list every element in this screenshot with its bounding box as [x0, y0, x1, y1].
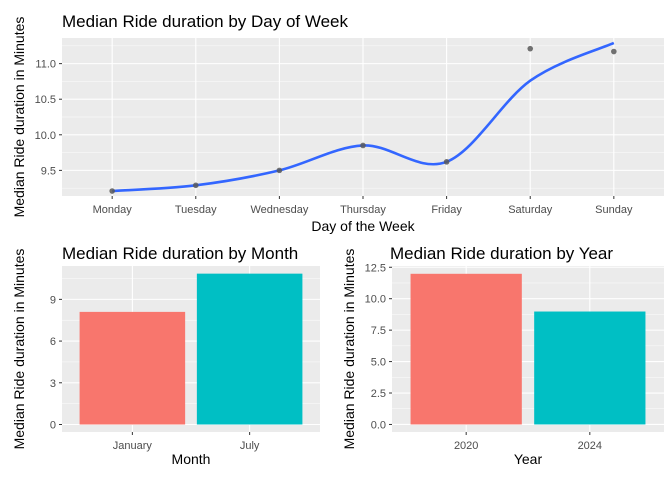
y-tick-label: 7.5 [371, 325, 386, 337]
x-tick-label: Monday [93, 204, 133, 216]
bar-january [79, 311, 186, 425]
y-tick-label: 12.5 [365, 262, 386, 274]
chart-panel-1: 0 3 6 9 Median Ride duration by Month Month Me… [11, 244, 320, 467]
y-tick-label: 10.5 [35, 94, 56, 106]
data-point-wednesday [276, 167, 283, 174]
x-tick-label: 2020 [454, 440, 478, 452]
x-axis-title: Year [514, 451, 543, 467]
x-tick-label: January [113, 440, 153, 452]
y-axis-title: Median Ride duration in Minutes [11, 249, 27, 450]
x-axis-title: Day of the Week [311, 218, 415, 234]
chart-title: Median Ride duration by Day of Week [62, 12, 349, 31]
y-tick-label: 0 [50, 419, 56, 431]
y-tick-label: 9.5 [41, 165, 56, 177]
y-tick-label: 3 [50, 378, 56, 390]
y-tick-label: 5.0 [371, 357, 386, 369]
bar-2024 [534, 311, 646, 425]
data-point-monday [109, 188, 115, 194]
x-tick-label: Saturday [508, 204, 553, 216]
bar-july [196, 273, 303, 425]
y-axis-title: Median Ride duration in Minutes [341, 249, 357, 450]
y-tick-label: 6 [50, 336, 56, 348]
data-point-friday [443, 159, 450, 165]
chart-panel-2: 0.0 2.5 5.0 7.5 10.0 12.5 Median Ride duration… [341, 244, 664, 467]
chart-panel-0: 9.5 10.0 10.5 11.0 Median Ride duration by D… [11, 12, 664, 234]
data-point-thursday [360, 142, 366, 149]
chart-title: Median Ride duration by Month [62, 244, 298, 263]
y-axis-title: Median Ride duration in Minutes [11, 17, 27, 218]
x-tick-label: Tuesday [175, 204, 217, 216]
data-point-tuesday [192, 182, 199, 189]
y-tick-label: 11.0 [35, 59, 56, 71]
x-tick-label: Thursday [340, 204, 386, 216]
x-tick-label: July [240, 440, 260, 452]
y-tick-label: 2.5 [371, 388, 386, 400]
data-point-saturday [527, 45, 534, 52]
y-tick-label: 10.0 [35, 130, 56, 142]
y-tick-label: 10.0 [365, 294, 386, 306]
x-axis-title: Month [172, 451, 211, 467]
x-tick-label: Sunday [595, 204, 633, 216]
data-point-sunday [611, 48, 617, 55]
chart-title: Median Ride duration by Year [390, 244, 613, 263]
y-tick-label: 0.0 [371, 419, 386, 431]
x-tick-label: Friday [431, 204, 462, 216]
bar-2020 [410, 273, 522, 425]
y-tick-label: 9 [50, 294, 56, 306]
x-tick-label: 2024 [578, 440, 602, 452]
x-tick-label: Wednesday [250, 204, 308, 216]
